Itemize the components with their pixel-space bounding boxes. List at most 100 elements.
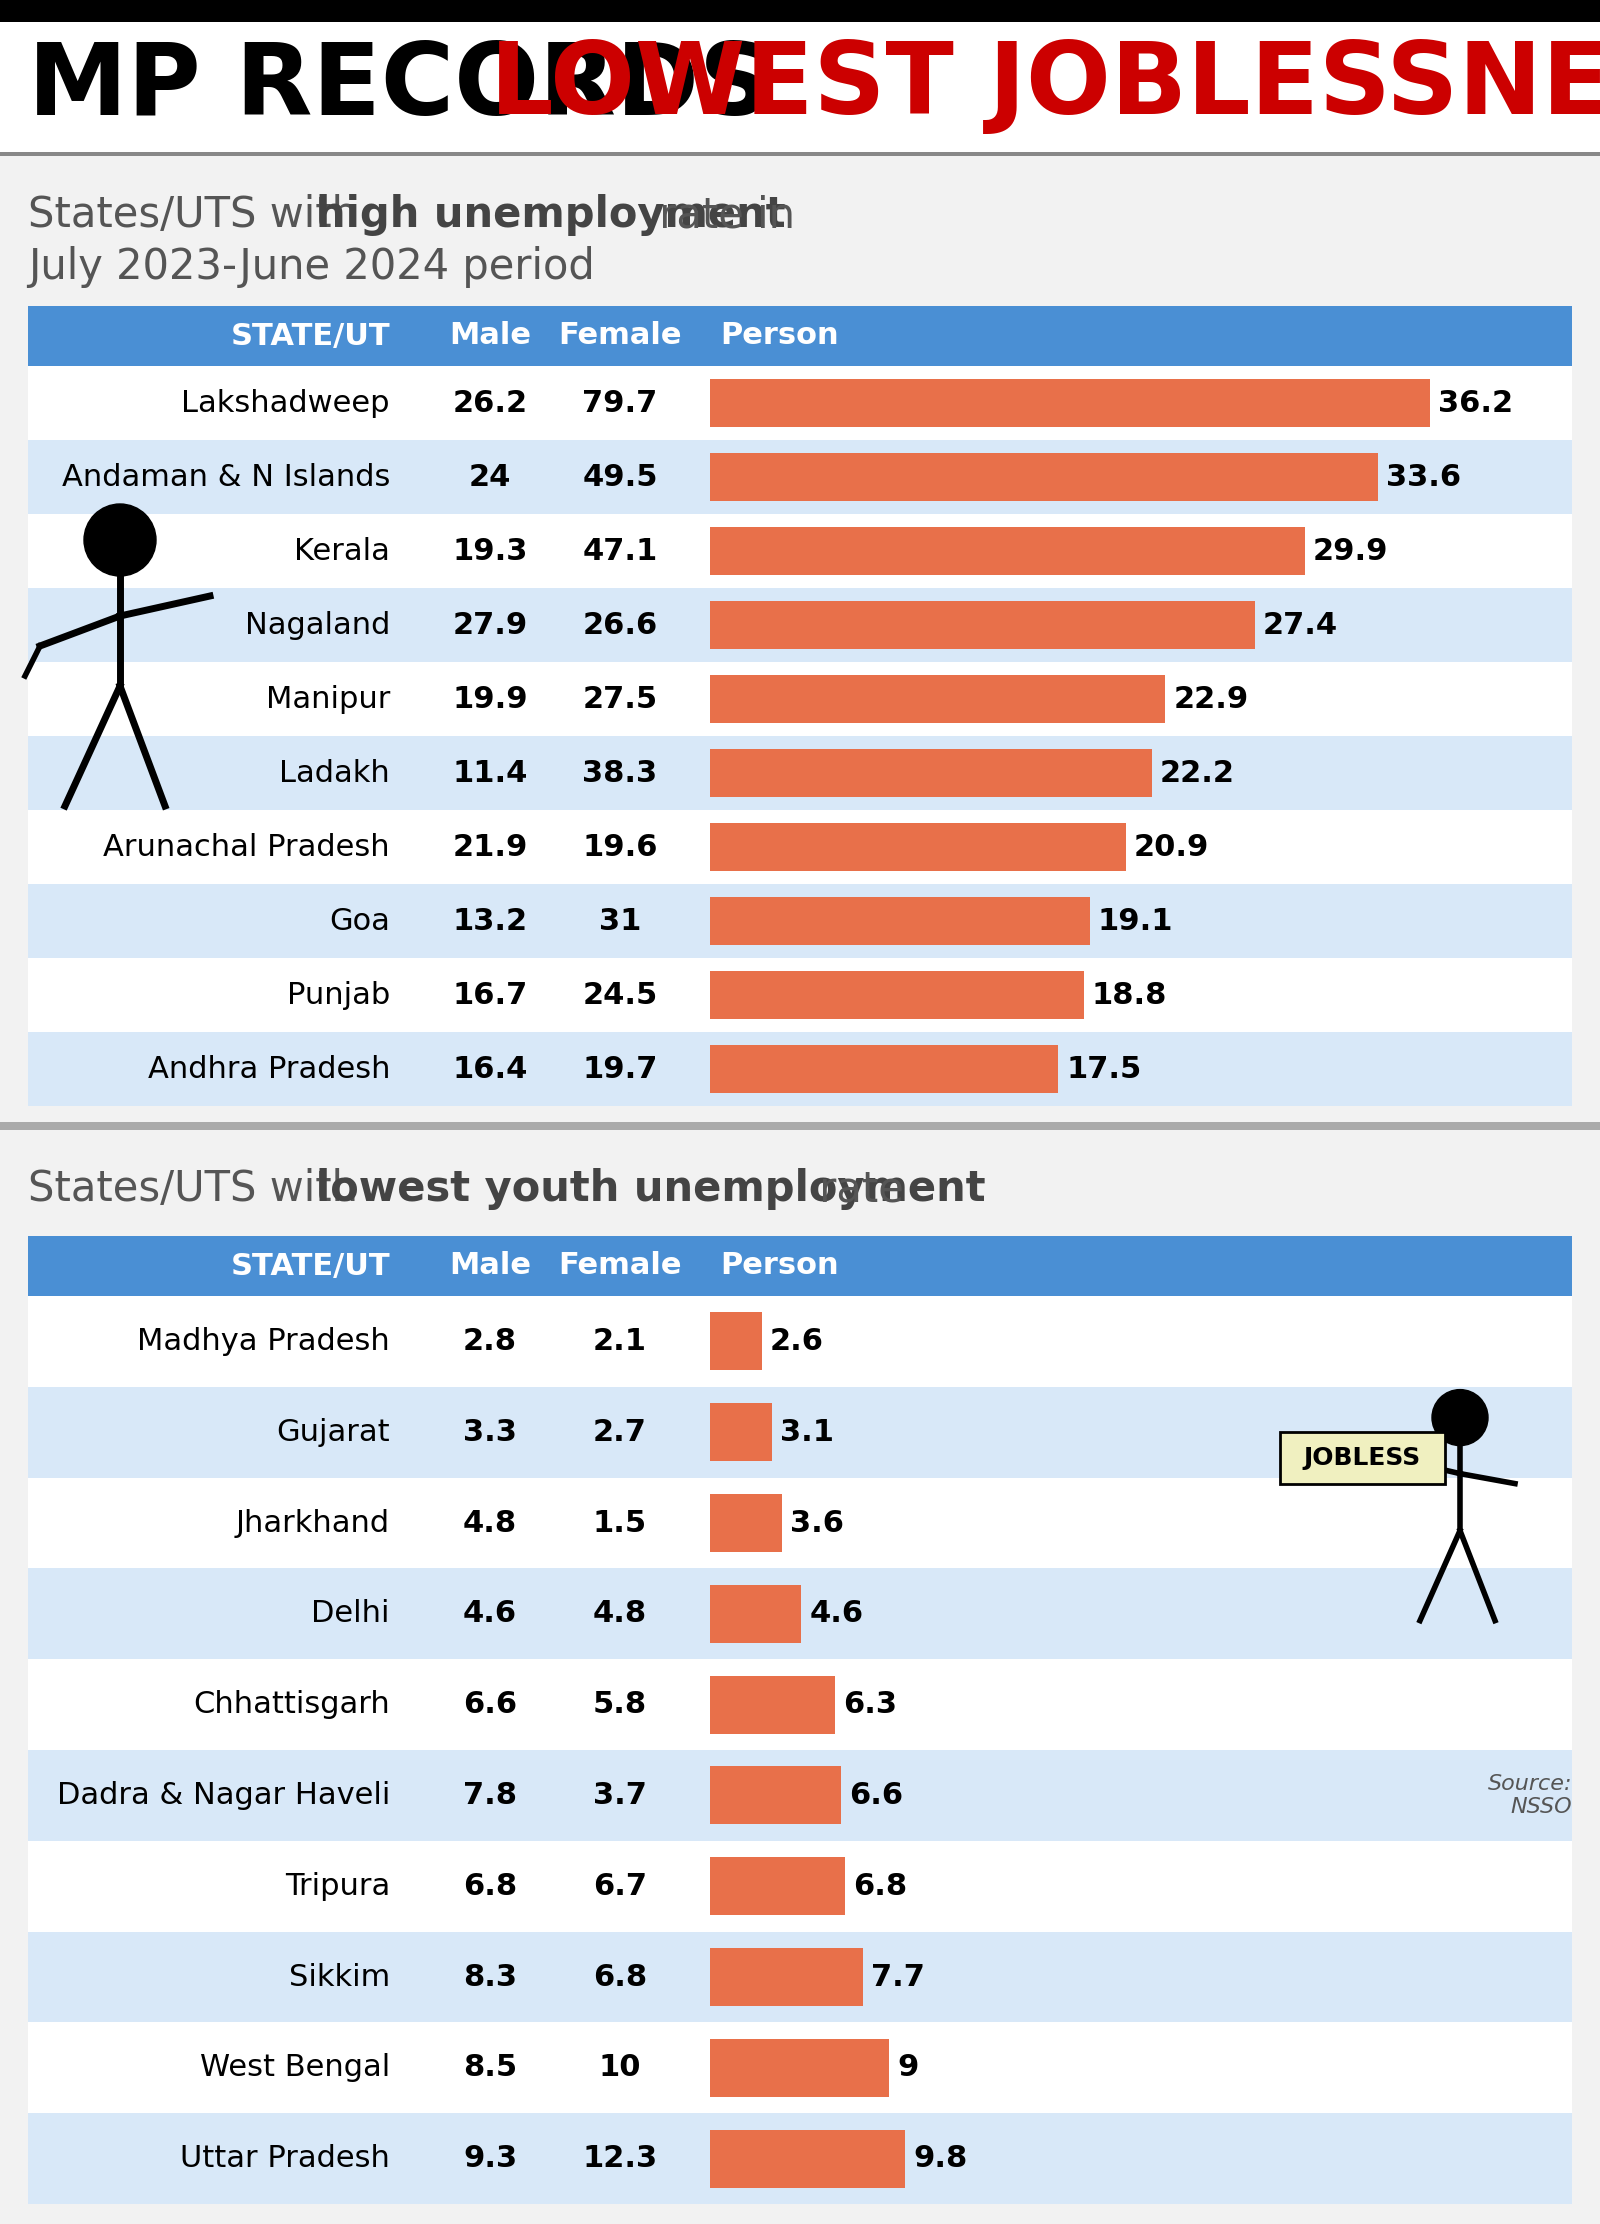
Text: 22.9: 22.9 xyxy=(1173,685,1248,714)
Text: Andhra Pradesh: Andhra Pradesh xyxy=(147,1054,390,1083)
Text: LOWEST JOBLESSNESS: LOWEST JOBLESSNESS xyxy=(490,38,1600,136)
Text: 3.6: 3.6 xyxy=(790,1508,843,1537)
Text: 47.1: 47.1 xyxy=(582,536,658,565)
Text: Madhya Pradesh: Madhya Pradesh xyxy=(138,1328,390,1357)
Text: 6.3: 6.3 xyxy=(843,1690,898,1719)
Text: STATE/UT: STATE/UT xyxy=(230,1252,390,1281)
Text: 24.5: 24.5 xyxy=(582,981,658,1010)
Bar xyxy=(710,454,1378,500)
Text: Male: Male xyxy=(450,1252,531,1281)
Text: Lakshadweep: Lakshadweep xyxy=(181,389,390,418)
Text: 2.1: 2.1 xyxy=(594,1328,646,1357)
Bar xyxy=(710,972,1083,1019)
Text: STATE/UT: STATE/UT xyxy=(230,322,390,351)
Text: 7.8: 7.8 xyxy=(462,1781,517,1810)
Bar xyxy=(710,749,1152,796)
Text: 9.3: 9.3 xyxy=(462,2144,517,2173)
Bar xyxy=(0,151,1600,156)
Text: 16.7: 16.7 xyxy=(453,981,528,1010)
Text: 21.9: 21.9 xyxy=(453,832,528,861)
Text: 2.6: 2.6 xyxy=(770,1328,824,1357)
Text: 19.6: 19.6 xyxy=(582,832,658,861)
Bar xyxy=(29,1841,1571,1933)
Bar xyxy=(710,823,1126,870)
Bar xyxy=(29,1237,1571,1297)
Text: 6.8: 6.8 xyxy=(462,1873,517,1902)
Text: 8.3: 8.3 xyxy=(462,1962,517,1990)
Text: 1.5: 1.5 xyxy=(594,1508,646,1537)
Text: 7.7: 7.7 xyxy=(870,1962,925,1990)
Bar xyxy=(710,676,1165,723)
Text: 29.9: 29.9 xyxy=(1312,536,1389,565)
Bar xyxy=(29,440,1571,514)
Text: 19.9: 19.9 xyxy=(453,685,528,714)
Bar xyxy=(29,2113,1571,2204)
Text: Kerala: Kerala xyxy=(294,536,390,565)
Circle shape xyxy=(1432,1390,1488,1446)
Bar xyxy=(29,1388,1571,1477)
Text: Male: Male xyxy=(450,322,531,351)
Bar xyxy=(710,1586,802,1644)
Text: 27.4: 27.4 xyxy=(1262,612,1338,641)
Text: Arunachal Pradesh: Arunachal Pradesh xyxy=(104,832,390,861)
Bar xyxy=(29,883,1571,959)
Bar xyxy=(710,1312,762,1370)
Bar xyxy=(710,600,1254,649)
Text: 49.5: 49.5 xyxy=(582,463,658,492)
Text: 27.9: 27.9 xyxy=(453,612,528,641)
Bar xyxy=(710,2131,906,2188)
Text: 8.5: 8.5 xyxy=(462,2053,517,2082)
Bar xyxy=(710,1045,1058,1092)
Bar xyxy=(0,0,1600,22)
Bar xyxy=(710,1766,842,1824)
Bar xyxy=(710,896,1090,945)
Text: Andaman & N Islands: Andaman & N Islands xyxy=(62,463,390,492)
Bar xyxy=(29,367,1571,440)
Text: Gujarat: Gujarat xyxy=(277,1417,390,1446)
Bar xyxy=(710,1948,862,2006)
Bar xyxy=(29,1032,1571,1105)
Text: 19.3: 19.3 xyxy=(453,536,528,565)
Text: Ladakh: Ladakh xyxy=(280,758,390,787)
Text: Jharkhand: Jharkhand xyxy=(235,1508,390,1537)
Text: States/UTS with: States/UTS with xyxy=(29,1168,371,1210)
Text: 9.8: 9.8 xyxy=(914,2144,966,2173)
Text: 6.6: 6.6 xyxy=(850,1781,904,1810)
Text: 12.3: 12.3 xyxy=(582,2144,658,2173)
Circle shape xyxy=(83,505,157,576)
Bar xyxy=(29,959,1571,1032)
Text: Person: Person xyxy=(720,1252,838,1281)
Bar xyxy=(710,380,1430,427)
Text: 4.8: 4.8 xyxy=(462,1508,517,1537)
Text: 3.1: 3.1 xyxy=(779,1417,834,1446)
Text: 11.4: 11.4 xyxy=(453,758,528,787)
Text: Nagaland: Nagaland xyxy=(245,612,390,641)
Text: Manipur: Manipur xyxy=(266,685,390,714)
Text: 26.6: 26.6 xyxy=(582,612,658,641)
Text: JOBLESS: JOBLESS xyxy=(1304,1446,1421,1470)
Text: 6.8: 6.8 xyxy=(853,1873,907,1902)
Text: Source:
NSSO: Source: NSSO xyxy=(1488,1775,1571,1817)
Text: 4.6: 4.6 xyxy=(810,1599,864,1628)
Text: Tripura: Tripura xyxy=(285,1873,390,1902)
Bar xyxy=(0,156,1600,1125)
Bar xyxy=(29,2022,1571,2113)
Bar xyxy=(1280,1432,1445,1483)
Bar xyxy=(29,1933,1571,2022)
Text: 3.3: 3.3 xyxy=(462,1417,517,1446)
Bar xyxy=(29,1568,1571,1659)
Text: 33.6: 33.6 xyxy=(1386,463,1461,492)
Text: 31: 31 xyxy=(598,907,642,936)
Bar xyxy=(29,1477,1571,1568)
Text: Female: Female xyxy=(558,1252,682,1281)
Bar xyxy=(29,514,1571,587)
Bar xyxy=(29,736,1571,810)
Bar xyxy=(1280,1432,1445,1483)
Text: Dadra & Nagar Haveli: Dadra & Nagar Haveli xyxy=(56,1781,390,1810)
Text: Female: Female xyxy=(558,322,682,351)
Text: 5.8: 5.8 xyxy=(594,1690,646,1719)
Text: Person: Person xyxy=(720,322,838,351)
Text: rate: rate xyxy=(806,1168,904,1210)
Bar xyxy=(710,1675,835,1735)
Text: Chhattisgarh: Chhattisgarh xyxy=(194,1690,390,1719)
